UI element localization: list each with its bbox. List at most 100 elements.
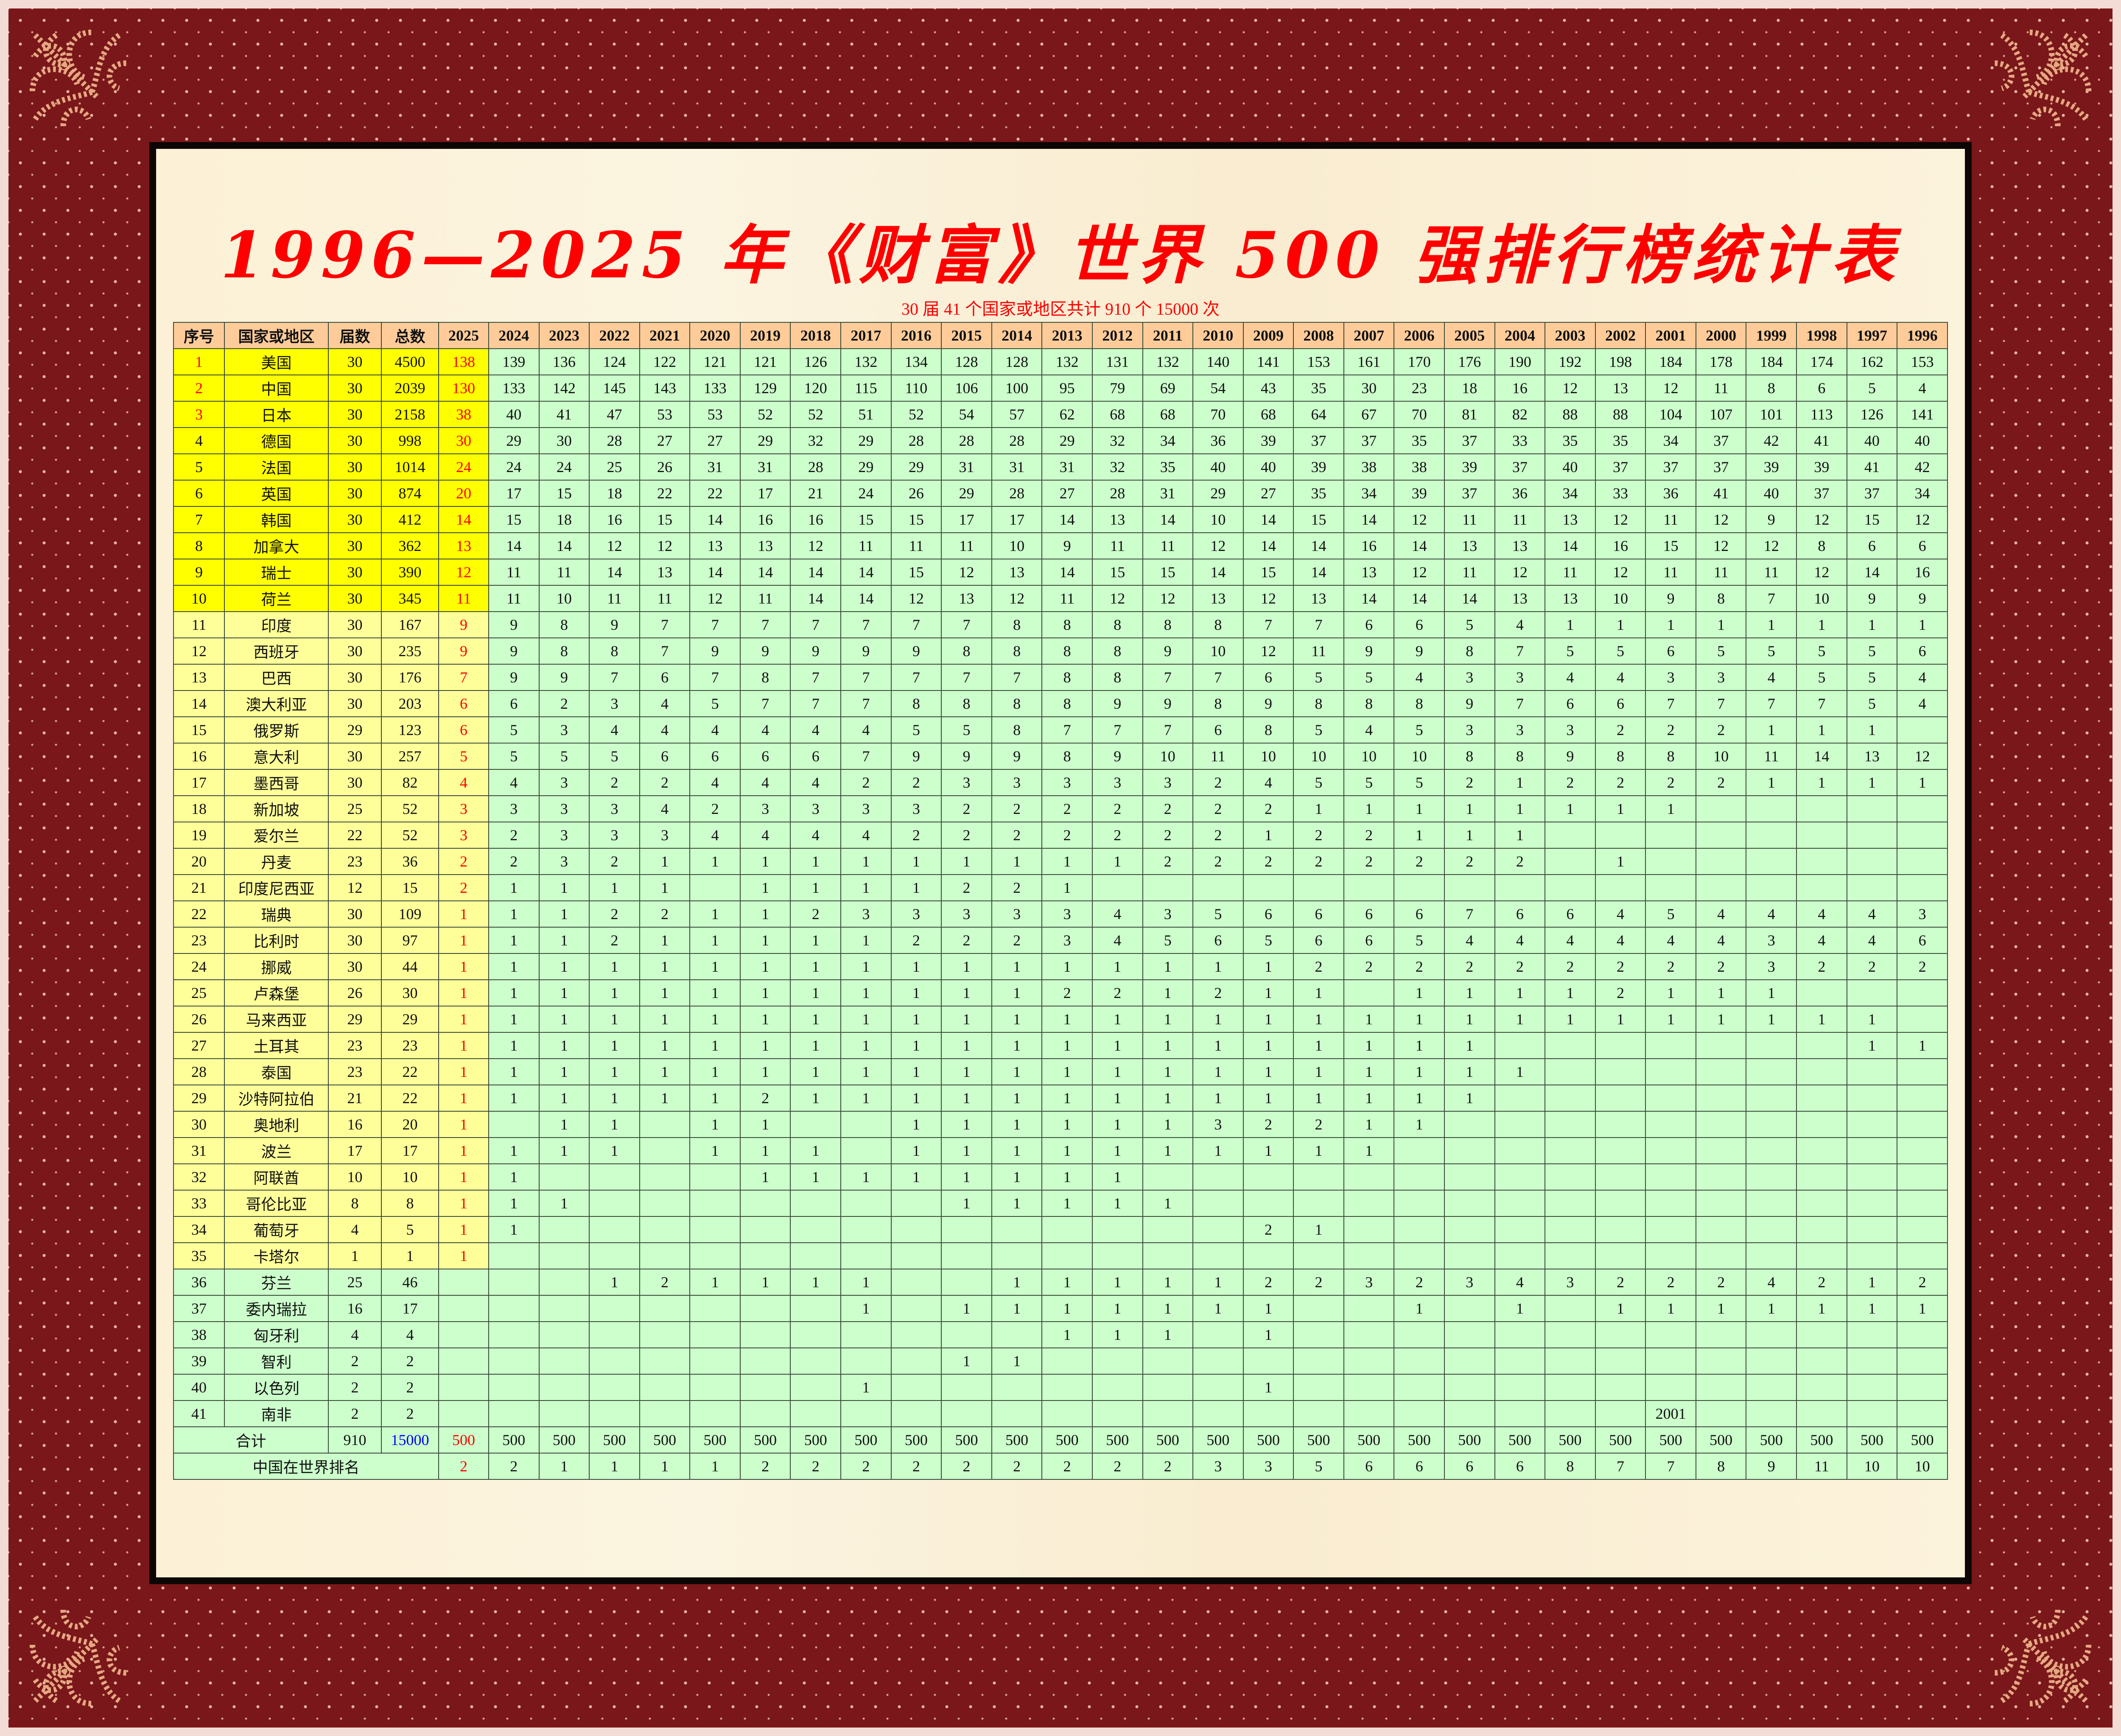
total-count: 30: [381, 979, 439, 1006]
year-count: [1897, 979, 1948, 1006]
statistics-table: 序号 国家或地区 届数 总数 2025 2024 2023 2022 2021 2020 2019 2…: [173, 322, 1948, 1480]
row-number: 1: [173, 348, 225, 375]
year-count: 6: [1393, 900, 1445, 928]
year-count: 24: [538, 453, 590, 481]
year-count: 69: [1142, 375, 1194, 402]
year-count: 37: [1293, 427, 1344, 454]
year-count: [1545, 1190, 1596, 1217]
year-count: 1: [991, 1163, 1043, 1191]
year-count: [739, 1374, 791, 1401]
total-count: 362: [381, 532, 439, 559]
year-count: 12: [890, 585, 942, 612]
year-count: 5: [1393, 927, 1445, 954]
year-count: 1: [1695, 979, 1747, 1006]
editions-count: 30: [328, 375, 382, 402]
table-row: 26 马来西亚 29 29 1 1 1 1 1 1 1 1 1 1 1 1 1 1 1 1 1 1 1 1 1 1 1 1 1 1 1 1 1: [173, 1006, 1948, 1033]
china-rank-value: 1: [589, 1453, 640, 1480]
china-rank-value: 6: [1343, 1453, 1395, 1480]
year-count: [991, 1242, 1043, 1269]
year-count: [1645, 1163, 1696, 1191]
year-count: 1: [790, 1032, 842, 1059]
year-count: 1: [1796, 769, 1847, 796]
year-count: 1: [1242, 1085, 1294, 1112]
country-name: 波兰: [224, 1137, 329, 1164]
year-count: [1343, 1347, 1395, 1375]
year-count: 3: [1091, 769, 1143, 796]
year-count: 4: [1746, 900, 1797, 928]
year-count: [1897, 822, 1948, 849]
editions-count: 25: [328, 795, 382, 822]
year-count: 1: [1242, 953, 1294, 980]
year-count: [890, 1269, 942, 1296]
year-count: [739, 1321, 791, 1348]
country-name: 荷兰: [224, 585, 329, 612]
year-count: 11: [739, 585, 791, 612]
year-count: 1: [488, 1190, 540, 1217]
year-count: 31: [689, 453, 741, 481]
country-name: 葡萄牙: [224, 1216, 329, 1243]
year-count: [1595, 1400, 1646, 1427]
total-count: 10: [381, 1163, 439, 1191]
year-count: [1695, 1058, 1747, 1085]
china-rank-value: 8: [1695, 1453, 1747, 1480]
year-count: 1: [689, 900, 741, 928]
year-count: [1393, 874, 1445, 901]
year-count: 1: [689, 953, 741, 980]
year-count: [1695, 1374, 1747, 1401]
year-count: 1: [589, 1137, 640, 1164]
year-count: 13: [1091, 506, 1143, 533]
year-count: 2: [890, 769, 942, 796]
row-number: 6: [173, 480, 225, 507]
country-name: 阿联酋: [224, 1163, 329, 1191]
year-count: 13: [1494, 532, 1546, 559]
year-count: 142: [538, 375, 590, 402]
year-count: 2: [1545, 769, 1596, 796]
year-count: 3: [589, 822, 640, 849]
year-count: [589, 1242, 640, 1269]
editions-count: 30: [328, 348, 382, 375]
year-count: 1: [689, 1111, 741, 1138]
year-count: 13: [991, 559, 1043, 586]
year-count: 9: [1545, 743, 1596, 770]
china-rank-value: 2: [1091, 1453, 1143, 1480]
year-count: 1: [1595, 611, 1646, 638]
year-count: 3: [1545, 1269, 1596, 1296]
year-count: 1: [790, 953, 842, 980]
year-count: 1: [488, 1085, 540, 1112]
country-name: 芬兰: [224, 1269, 329, 1296]
year-count: 4: [1595, 664, 1646, 691]
row-number: 16: [173, 743, 225, 770]
year-count: 1: [890, 1111, 942, 1138]
year-count: 8: [890, 690, 942, 717]
year-count: 7: [1091, 716, 1143, 744]
year-count: 2: [1041, 979, 1093, 1006]
year-count: [1293, 1400, 1344, 1427]
year-count: 1: [1091, 1269, 1143, 1296]
row-number: 5: [173, 453, 225, 481]
year-total: 500: [840, 1426, 892, 1454]
year-count: 13: [1545, 506, 1596, 533]
column-header: 2005: [1444, 322, 1495, 349]
year-count: 1: [1796, 1295, 1847, 1322]
year-count: 1: [1192, 1032, 1244, 1059]
year-count: [890, 1400, 942, 1427]
year-count: 9: [689, 637, 741, 665]
year-count: [1695, 1347, 1747, 1375]
year-count: 3: [991, 900, 1043, 928]
year-count: 11: [488, 559, 540, 586]
year-count: 8: [1343, 690, 1395, 717]
year-count: 12: [1494, 559, 1546, 586]
year-count: 7: [1041, 716, 1093, 744]
year-count: 14: [1343, 585, 1395, 612]
year-count: 52: [890, 401, 942, 428]
year-count: 37: [1595, 453, 1646, 481]
year-count: [589, 1374, 640, 1401]
year-count: 17: [941, 506, 992, 533]
year-count: [1494, 1137, 1546, 1164]
year-count: 53: [639, 401, 691, 428]
year-count: 1: [1846, 769, 1898, 796]
year-count: [1192, 1321, 1244, 1348]
year-count: 1: [941, 1111, 992, 1138]
year-count: 1: [1846, 611, 1898, 638]
year-count: 1: [840, 874, 892, 901]
